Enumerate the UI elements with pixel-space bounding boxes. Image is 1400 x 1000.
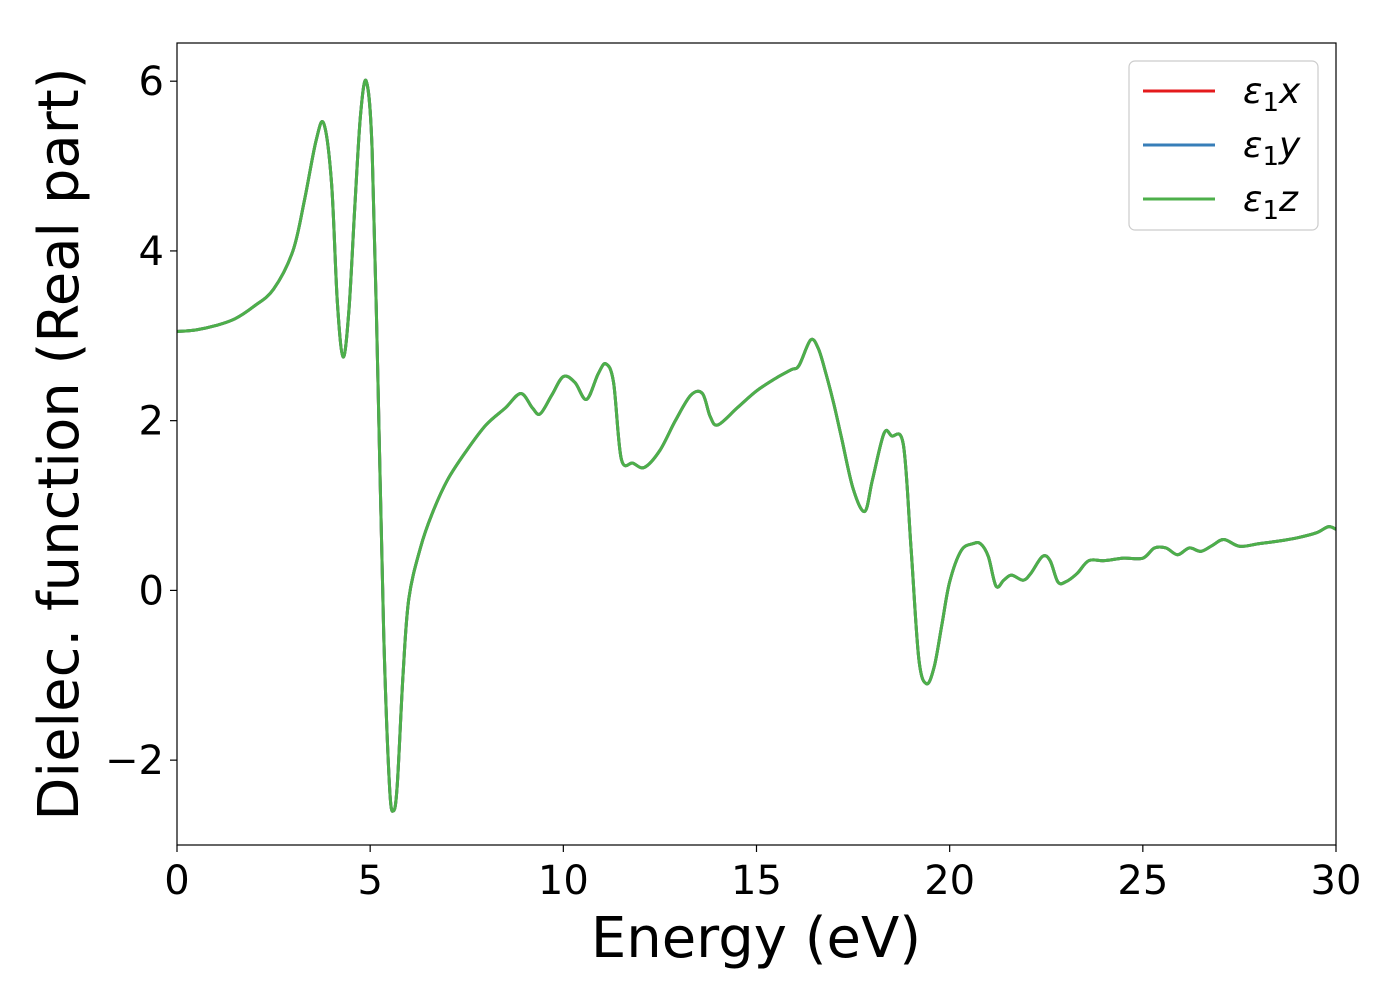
x-tick-label: 10 (538, 858, 589, 904)
legend-box (1128, 60, 1319, 231)
y-axis-label: Dielec. function (Real part) (27, 67, 92, 820)
legend-label: ε1z (1243, 179, 1299, 226)
y-tick-label: 6 (139, 59, 164, 105)
x-tick-label: 0 (164, 858, 189, 904)
x-axis-label: Energy (eV) (591, 906, 921, 971)
series-line-3 (177, 78, 1336, 813)
x-tick-label: 5 (357, 858, 382, 904)
y-tick-label: −2 (105, 738, 164, 784)
series-layer (177, 78, 1336, 813)
x-axis: 0 5 10 15 20 25 30 (164, 845, 1361, 904)
legend-label: ε1x (1243, 71, 1301, 118)
y-tick-label: 2 (139, 399, 164, 445)
y-tick-label: 4 (139, 229, 164, 275)
x-tick-label: 25 (1117, 858, 1168, 904)
x-tick-label: 15 (731, 858, 782, 904)
legend: ε1x ε1y ε1z (1128, 60, 1319, 231)
legend-label: ε1y (1243, 125, 1301, 172)
x-tick-label: 30 (1311, 858, 1362, 904)
y-tick-label: 0 (139, 568, 164, 614)
y-axis: −2 0 2 4 6 (105, 59, 177, 784)
x-tick-label: 20 (924, 858, 975, 904)
legend-items: ε1x ε1y ε1z (1143, 71, 1301, 226)
